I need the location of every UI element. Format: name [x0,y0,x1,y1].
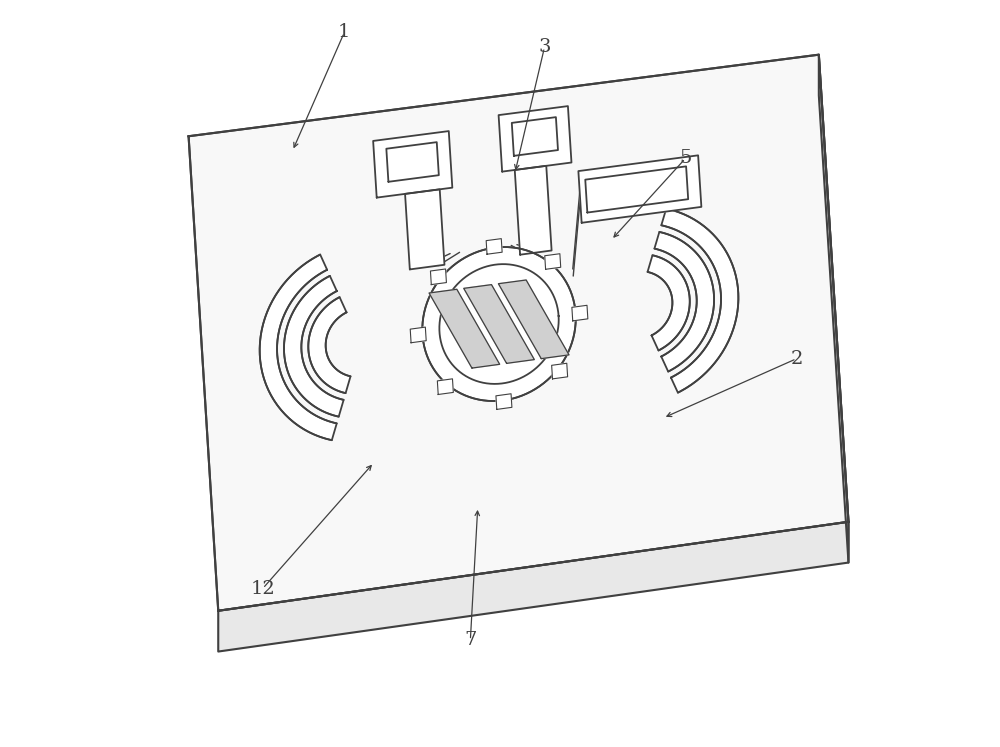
Polygon shape [422,247,576,401]
Polygon shape [496,394,512,409]
Polygon shape [430,269,446,285]
Polygon shape [410,327,426,343]
Polygon shape [648,255,690,350]
Polygon shape [499,106,571,172]
Text: 12: 12 [250,580,275,598]
Polygon shape [260,255,337,440]
Polygon shape [654,232,714,371]
Polygon shape [819,55,848,562]
Polygon shape [405,189,444,270]
Text: 3: 3 [538,38,551,56]
Text: 1: 1 [338,23,350,41]
Polygon shape [284,276,344,417]
Polygon shape [545,254,561,269]
Polygon shape [572,306,588,321]
Text: 5: 5 [679,149,692,167]
Polygon shape [386,142,439,182]
Polygon shape [515,166,552,255]
Polygon shape [585,167,688,213]
Polygon shape [373,131,452,198]
Text: 2: 2 [790,350,803,368]
Polygon shape [464,285,534,363]
Polygon shape [512,117,558,156]
Polygon shape [308,297,351,393]
Polygon shape [486,238,502,254]
Text: 7: 7 [464,631,477,649]
Polygon shape [437,379,453,394]
Polygon shape [552,363,568,379]
Polygon shape [498,280,569,359]
Polygon shape [578,155,701,223]
Polygon shape [429,289,500,368]
Polygon shape [661,208,738,393]
Polygon shape [218,522,848,651]
Polygon shape [189,55,848,611]
